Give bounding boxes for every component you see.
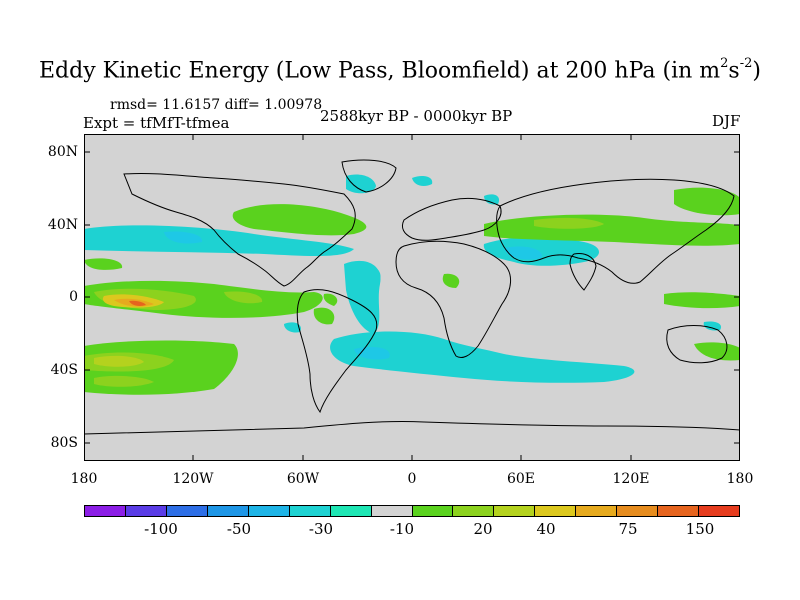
lon-label: 120E (612, 471, 650, 487)
colorbar-cell (453, 506, 495, 516)
europe-coast (401, 197, 502, 241)
colorbar (84, 505, 740, 517)
colorbar-cell (699, 506, 739, 516)
colorbar-label: -10 (389, 520, 415, 538)
lat-label: 40N (47, 217, 78, 233)
map-panel (84, 134, 740, 461)
period-label: 2588kyr BP - 0000kyr BP (320, 107, 513, 125)
lon-label: 60W (286, 471, 320, 487)
colorbar-label: 150 (685, 520, 715, 538)
north-pacific-negative (84, 225, 354, 257)
lat-label: 0 (69, 289, 78, 305)
lon-label: 120W (172, 471, 214, 487)
colorbar-cell (289, 506, 331, 516)
colorbar-cell (248, 506, 290, 516)
colorbar-cell (371, 506, 413, 516)
lon-label: 180 (70, 471, 98, 487)
antarctica-coast (84, 420, 740, 435)
asia-coast (496, 178, 735, 284)
colorbar-label: 75 (618, 520, 638, 538)
colorbar-label: 40 (536, 520, 556, 538)
lon-label: 60E (506, 471, 536, 487)
colorbar-cell (576, 506, 618, 516)
colorbar-label: -50 (226, 520, 252, 538)
anomaly-map (84, 134, 740, 461)
colorbar-cell (658, 506, 700, 516)
australia-coast (666, 325, 728, 364)
colorbar-cell (617, 506, 659, 516)
rmsd-diff-stats: rmsd= 11.6157 diff= 1.00978 (110, 97, 323, 113)
colorbar-label: -30 (308, 520, 334, 538)
colorbar-cell (330, 506, 372, 516)
south-america-coast (296, 289, 378, 414)
north-atlantic-positive (232, 204, 367, 236)
lon-label: 180 (726, 471, 754, 487)
colorbar-label: -100 (144, 520, 178, 538)
anomaly-fills (84, 174, 740, 395)
colorbar-label: 20 (473, 520, 493, 538)
colorbar-cell (494, 506, 536, 516)
map-ticks (84, 134, 740, 461)
coastlines (84, 159, 740, 435)
greenland-coast (341, 159, 397, 193)
africa-coast (395, 240, 511, 359)
colorbar-cell (85, 506, 126, 516)
indian-ocean-negative (483, 237, 599, 266)
colorbar-cell (166, 506, 208, 516)
lat-label: 40S (50, 362, 78, 378)
india-coast (569, 253, 597, 291)
colorbar-cell (125, 506, 167, 516)
colorbar-cell (535, 506, 577, 516)
colorbar-cell (207, 506, 249, 516)
map-title: Eddy Kinetic Energy (Low Pass, Bloomfiel… (39, 56, 761, 84)
season-label: DJF (712, 112, 741, 130)
lat-label: 80N (47, 144, 78, 160)
south-atlantic-negative (330, 331, 635, 383)
colorbar-cell (412, 506, 454, 516)
lon-label: 0 (407, 471, 417, 487)
experiment-label: Expt = tfMfT-tfmea (83, 114, 230, 132)
north-america-coast (123, 172, 356, 287)
lat-label: 80S (50, 435, 78, 451)
